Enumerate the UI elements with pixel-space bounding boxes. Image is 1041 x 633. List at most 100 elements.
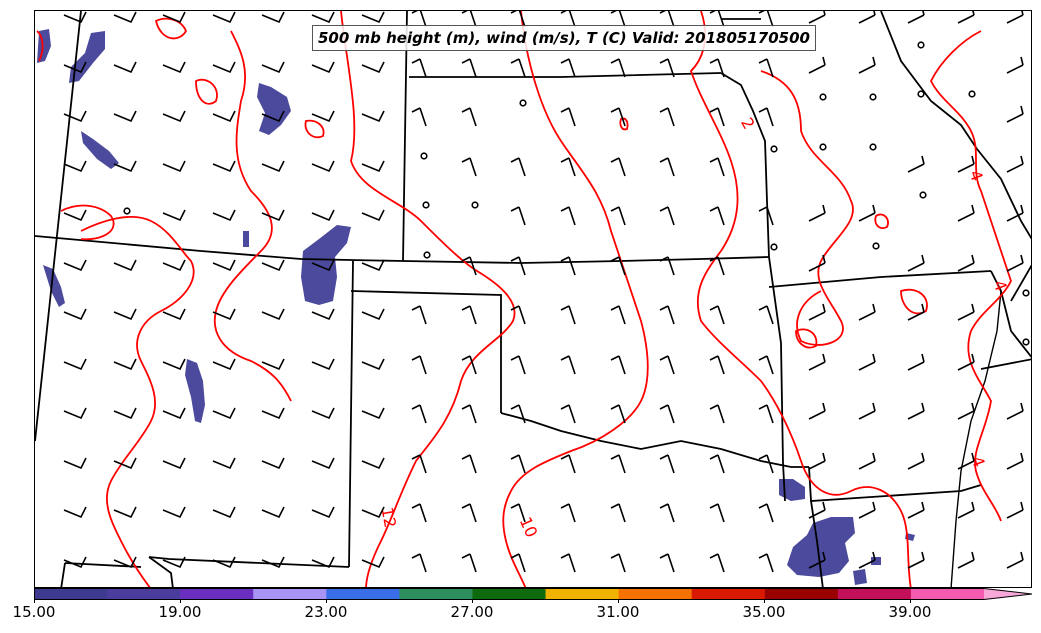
wind-barb	[610, 256, 626, 276]
state-line	[402, 11, 408, 262]
wind-barb	[63, 358, 87, 371]
wind-barb	[560, 58, 576, 78]
wind-barb	[461, 454, 477, 474]
temperature-contour	[689, 11, 912, 587]
temperature-contour	[874, 213, 889, 229]
wind-barb	[560, 11, 576, 28]
colorbar-ticks: 15.00 19.00 23.00 27.00 31.00 35.00 39.0…	[0, 599, 1041, 633]
state-line	[348, 260, 354, 568]
colorbar-segment	[545, 588, 620, 600]
wind-barb	[659, 11, 675, 28]
wind-barb	[212, 61, 236, 74]
colorbar-tick-mark	[764, 599, 765, 603]
wind-barb	[610, 305, 626, 325]
wind-barb	[311, 61, 335, 74]
wind-barb	[560, 454, 576, 474]
wind-barb	[808, 204, 826, 222]
calm-wind-marker	[919, 191, 927, 199]
wind-barb	[63, 110, 87, 123]
wind-barb	[461, 157, 477, 177]
wind-barb	[63, 308, 87, 321]
wind-barb	[361, 160, 385, 173]
wind-barb	[709, 404, 725, 424]
wind-barb	[808, 56, 826, 74]
wind-barb	[957, 11, 975, 24]
wind-barb	[758, 305, 774, 325]
wind-barb	[758, 553, 774, 573]
shade-region	[787, 517, 855, 577]
wind-barb	[758, 107, 774, 127]
wind-barb	[758, 355, 774, 375]
shade-region	[185, 359, 205, 423]
wind-barb	[659, 355, 675, 375]
wind-barb	[808, 353, 826, 371]
calm-wind-marker	[770, 243, 778, 251]
wind-barb	[212, 506, 236, 519]
colorbar-tick-label: 35.00	[742, 603, 786, 621]
wind-barb	[162, 407, 186, 420]
colorbar-tick-label: 31.00	[596, 603, 640, 621]
wind-barb	[361, 61, 385, 74]
wind-barb	[709, 553, 725, 573]
wind-barb	[808, 303, 826, 321]
wind-barb	[907, 254, 925, 272]
temperature-contour	[795, 328, 818, 349]
colorbar-tick-label: 19.00	[158, 603, 202, 621]
contour-label: 12	[378, 506, 400, 529]
wind-barb	[758, 404, 774, 424]
state-line	[810, 500, 824, 587]
wind-barb	[63, 11, 87, 24]
wind-barb	[659, 206, 675, 226]
wind-barb	[1006, 155, 1024, 173]
wind-barb	[461, 107, 477, 127]
calm-wind-marker	[917, 90, 925, 98]
wind-barb	[461, 256, 477, 276]
wind-barb	[113, 358, 137, 371]
wind-barb	[63, 506, 87, 519]
state-line	[808, 466, 982, 502]
wind-barb	[560, 206, 576, 226]
colorbar-tick-mark	[472, 599, 473, 603]
wind-barb	[411, 107, 427, 127]
wind-barb	[261, 506, 285, 519]
wind-barb	[510, 404, 526, 424]
wind-barb	[510, 58, 526, 78]
wind-barb	[1006, 452, 1024, 470]
wind-barb	[361, 407, 385, 420]
wind-barb	[261, 308, 285, 321]
wind-barb	[162, 110, 186, 123]
shade-region	[779, 479, 805, 501]
wind-barb	[261, 556, 285, 569]
wind-barb	[461, 58, 477, 78]
wind-barb	[162, 358, 186, 371]
wind-barb	[311, 457, 335, 470]
wind-barb	[1006, 204, 1024, 222]
wind-barb	[113, 11, 137, 24]
temperature-contour	[619, 117, 629, 131]
state-line	[35, 11, 82, 442]
temperature-contour	[60, 204, 115, 241]
wind-barb	[361, 308, 385, 321]
wind-barb	[610, 11, 626, 28]
colorbar-segment	[691, 588, 766, 600]
wind-barb	[709, 58, 725, 78]
wind-barb	[212, 259, 236, 272]
wind-barb	[113, 407, 137, 420]
wind-barb	[957, 204, 975, 222]
colorbar-segment	[984, 588, 1032, 600]
wind-barb	[758, 11, 774, 28]
colorbar-segment	[34, 588, 108, 600]
temperature-contours	[36, 11, 1012, 587]
wind-barb	[461, 355, 477, 375]
wind-barb	[510, 503, 526, 523]
calm-wind-marker	[819, 93, 827, 101]
wind-barb	[907, 402, 925, 420]
wind-barb	[212, 407, 236, 420]
wind-barb	[1006, 402, 1024, 420]
wind-barb	[361, 11, 385, 24]
wind-barb	[610, 404, 626, 424]
wind-barb	[858, 402, 876, 420]
colorbar-tick-label: 27.00	[450, 603, 494, 621]
wind-barb	[1006, 551, 1024, 569]
wind-barb	[461, 305, 477, 325]
